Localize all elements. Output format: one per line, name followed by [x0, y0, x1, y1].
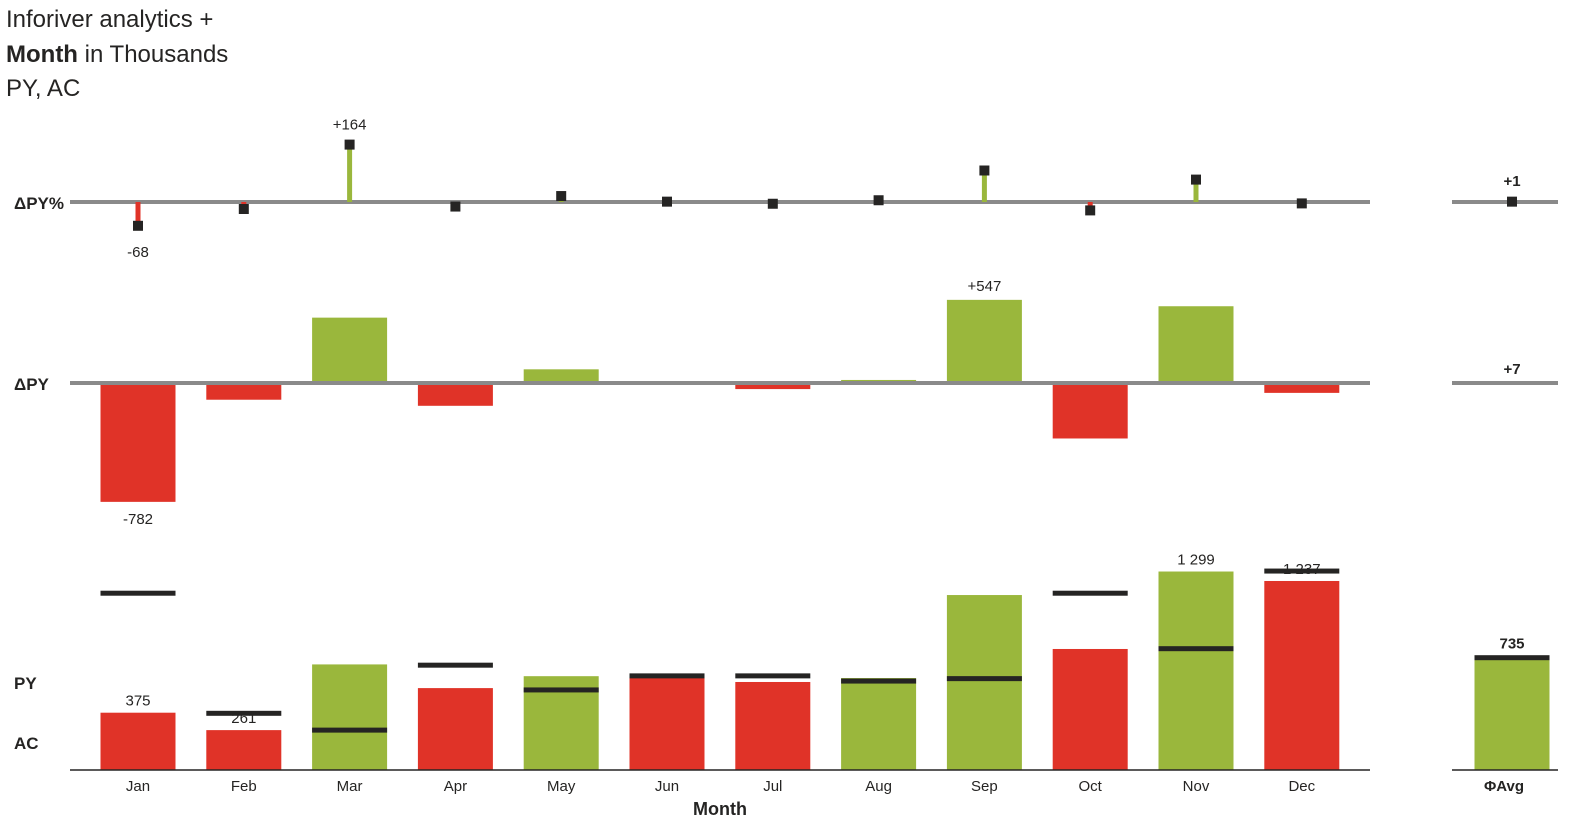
ac-bar-avg — [1474, 657, 1550, 770]
ac-bar-mar — [312, 664, 388, 770]
ac-bar-dec — [1264, 580, 1340, 770]
x-tick-may: May — [547, 778, 576, 795]
delta-bar-jan — [100, 383, 176, 502]
x-tick-nov: Nov — [1183, 778, 1210, 795]
pin-marker-aug — [873, 195, 884, 206]
delta-bar-mar — [312, 317, 388, 383]
pin-marker-sep — [979, 165, 990, 176]
py-marker-feb — [206, 710, 282, 716]
pin-marker-dec — [1296, 198, 1307, 209]
pin-marker-avg — [1507, 196, 1517, 207]
row-label-dpy-percent: ΔPY% — [14, 194, 64, 213]
ac-bar-jan — [100, 712, 176, 770]
py-marker-jan — [100, 590, 176, 596]
pin-label-jan: -68 — [127, 244, 149, 261]
py-marker-jun — [629, 673, 705, 679]
chart-title-measures: PY, AC — [6, 75, 81, 102]
pin-marker-apr — [450, 201, 461, 212]
ac-bar-jun — [629, 676, 705, 770]
x-tick-feb: Feb — [231, 778, 257, 795]
row-label-py: PY — [14, 674, 37, 693]
row-label-ac: AC — [14, 734, 39, 753]
x-tick-jun: Jun — [655, 778, 679, 795]
x-tick-apr: Apr — [444, 778, 467, 795]
x-tick-jan: Jan — [126, 778, 150, 795]
py-marker-sep — [946, 676, 1022, 682]
py-marker-jul — [735, 673, 811, 679]
py-marker-avg — [1474, 655, 1550, 661]
py-marker-nov — [1158, 646, 1234, 652]
ac-label-jan: 375 — [125, 693, 150, 710]
pin-label-mar: +164 — [333, 117, 367, 134]
delta-bar-sep — [946, 299, 1022, 383]
ac-bar-sep — [946, 595, 1022, 770]
x-tick-avg: ΦAvg — [1484, 778, 1524, 795]
pin-marker-jul — [767, 198, 778, 209]
delta-label-avg: +7 — [1503, 361, 1520, 378]
pin-marker-oct — [1085, 205, 1096, 216]
delta-bar-apr — [417, 383, 493, 406]
delta-bar-may — [523, 369, 599, 383]
ac-label-feb: 261 — [231, 710, 256, 727]
x-tick-dec: Dec — [1288, 778, 1315, 795]
x-tick-oct: Oct — [1079, 778, 1103, 795]
ac-bar-aug — [841, 678, 917, 770]
x-tick-aug: Aug — [865, 778, 892, 795]
chart-title-line2: Month in Thousands — [6, 41, 229, 68]
x-tick-mar: Mar — [337, 778, 363, 795]
ac-bar-oct — [1052, 648, 1128, 770]
ac-bar-nov — [1158, 571, 1234, 770]
pin-marker-nov — [1191, 174, 1201, 185]
py-marker-dec — [1264, 568, 1340, 574]
ac-label-dec: 1 237 — [1283, 561, 1321, 578]
delta-bar-jul — [735, 383, 811, 390]
pin-label-avg: +1 — [1503, 173, 1520, 190]
py-marker-may — [523, 687, 599, 693]
ac-label-nov: 1 299 — [1177, 552, 1215, 569]
pin-marker-jun — [662, 196, 672, 207]
row-label-dpy: ΔPY — [14, 375, 50, 394]
chart-title-line1: Inforiver analytics + — [6, 6, 214, 33]
pin-marker-feb — [238, 204, 249, 214]
py-marker-oct — [1052, 590, 1128, 596]
x-tick-jul: Jul — [763, 778, 782, 795]
py-marker-apr — [417, 662, 493, 668]
x-axis-label: Month — [693, 799, 747, 819]
ac-bar-jul — [735, 681, 811, 770]
delta-bar-dec — [1264, 383, 1340, 393]
pin-marker-mar — [344, 139, 355, 150]
pin-marker-may — [556, 191, 567, 202]
delta-label-jan: -782 — [123, 511, 153, 528]
py-marker-mar — [312, 727, 388, 733]
ac-bar-feb — [206, 730, 282, 770]
x-tick-sep: Sep — [971, 778, 998, 795]
py-marker-aug — [841, 678, 917, 684]
pin-marker-jan — [133, 220, 143, 231]
ac-label-avg: 735 — [1499, 636, 1524, 653]
delta-bar-feb — [206, 383, 282, 400]
delta-bar-oct — [1052, 383, 1128, 439]
delta-label-sep: +547 — [968, 278, 1002, 295]
ac-bar-apr — [417, 688, 493, 770]
delta-bar-nov — [1158, 306, 1234, 383]
